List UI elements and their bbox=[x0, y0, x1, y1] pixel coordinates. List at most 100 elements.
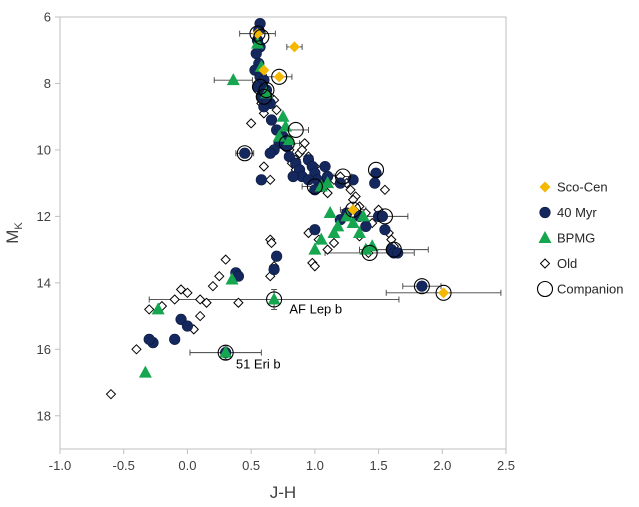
point-40-myr bbox=[181, 320, 194, 332]
point-companion bbox=[217, 344, 234, 361]
y-tick-label: 16 bbox=[37, 342, 51, 357]
point-old bbox=[233, 297, 244, 308]
point-40-myr bbox=[169, 333, 181, 345]
point-bpmg bbox=[138, 365, 152, 378]
point-sco-cen bbox=[347, 204, 359, 216]
point-old bbox=[299, 138, 310, 149]
x-axis-title: J-H bbox=[270, 483, 296, 502]
x-tick-label: 0.0 bbox=[178, 458, 196, 473]
y-axis-title-subscript: K bbox=[13, 222, 25, 230]
x-tick-label: -1.0 bbox=[49, 458, 71, 473]
point-sco-cen bbox=[273, 71, 285, 83]
point-old bbox=[322, 244, 333, 255]
x-axis-ticks: -1.0 -0.5 0.0 0.5 1.0 1.5 2.0 2.5 bbox=[49, 449, 515, 473]
point-old bbox=[169, 294, 180, 305]
point-sco-cen bbox=[438, 287, 450, 299]
y-tick-label: 12 bbox=[37, 209, 51, 224]
y-axis-title: MK bbox=[3, 222, 25, 244]
point-sco-cen bbox=[258, 64, 270, 76]
point-old bbox=[266, 237, 277, 249]
point-40-myr bbox=[239, 147, 251, 159]
point-40-myr bbox=[255, 174, 267, 186]
point-sco-cen bbox=[252, 28, 264, 40]
point-companion bbox=[266, 291, 283, 308]
point-companion bbox=[376, 208, 393, 225]
point-old bbox=[379, 184, 391, 196]
x-tick-label: 2.5 bbox=[497, 458, 515, 473]
legend-marker-bpmg bbox=[538, 231, 552, 243]
point-old bbox=[201, 297, 212, 308]
y-axis-title-main: M bbox=[3, 230, 22, 244]
point-old bbox=[245, 118, 257, 129]
point-bpmg bbox=[346, 216, 360, 229]
annotations: AF Lep b 51 Eri b bbox=[236, 301, 342, 371]
point-companion bbox=[278, 135, 295, 152]
point-40-myr bbox=[302, 174, 315, 186]
point-40-myr bbox=[250, 47, 262, 60]
y-tick-label: 10 bbox=[37, 142, 51, 157]
y-axis-ticks: 6 8 10 12 14 16 18 bbox=[37, 10, 60, 423]
y-tick-label: 18 bbox=[37, 408, 51, 423]
point-companion bbox=[253, 28, 270, 45]
annotation-label: 51 Eri b bbox=[236, 356, 281, 371]
point-bpmg bbox=[282, 132, 296, 145]
point-companion bbox=[236, 145, 253, 162]
point-old bbox=[328, 237, 340, 249]
legend-marker-40-myr bbox=[539, 206, 551, 219]
point-bpmg bbox=[314, 232, 328, 245]
point-40-myr bbox=[392, 247, 404, 259]
data-markers bbox=[105, 18, 452, 400]
point-bpmg bbox=[321, 176, 335, 189]
legend: Sco-Cen 40 Myr BPMG Old Companion bbox=[536, 180, 624, 298]
point-old bbox=[131, 344, 142, 355]
point-40-myr bbox=[319, 160, 331, 173]
legend-marker-sco-cen bbox=[539, 181, 551, 193]
point-old bbox=[105, 388, 117, 400]
point-companion bbox=[413, 278, 430, 295]
point-40-myr bbox=[309, 224, 321, 236]
point-companion bbox=[249, 25, 266, 42]
point-40-myr bbox=[271, 250, 283, 262]
point-companion bbox=[334, 168, 351, 185]
point-old bbox=[143, 304, 155, 315]
x-tick-label: 1.0 bbox=[306, 458, 324, 473]
point-old bbox=[258, 161, 270, 172]
x-tick-label: 2.0 bbox=[433, 458, 451, 473]
y-tick-label: 14 bbox=[37, 275, 51, 290]
point-companion bbox=[258, 82, 275, 99]
point-bpmg bbox=[323, 206, 337, 219]
point-40-myr bbox=[143, 333, 155, 345]
point-40-myr bbox=[287, 170, 299, 183]
x-tick-label: 0.5 bbox=[242, 458, 260, 473]
x-tick-label: -0.5 bbox=[113, 458, 135, 473]
point-bpmg bbox=[327, 226, 341, 238]
point-old bbox=[175, 284, 187, 295]
legend-label-companion: Companion bbox=[557, 282, 624, 297]
point-bpmg bbox=[267, 292, 281, 305]
y-tick-label: 8 bbox=[44, 76, 51, 91]
point-40-myr bbox=[416, 280, 428, 292]
annotation-label: AF Lep b bbox=[289, 301, 342, 316]
legend-label-sco-cen: Sco-Cen bbox=[557, 180, 608, 195]
point-old bbox=[265, 174, 276, 186]
point-companion bbox=[361, 244, 378, 261]
x-tick-label: 1.5 bbox=[370, 458, 388, 473]
point-old bbox=[207, 280, 219, 292]
y-tick-label: 6 bbox=[44, 10, 51, 25]
point-bpmg bbox=[151, 302, 165, 315]
point-companion bbox=[367, 161, 385, 178]
point-old bbox=[309, 261, 321, 272]
point-40-myr bbox=[268, 263, 280, 276]
point-40-myr bbox=[264, 147, 276, 159]
point-40-myr bbox=[369, 177, 381, 189]
point-companion bbox=[345, 201, 362, 218]
point-bpmg bbox=[340, 209, 354, 222]
point-old bbox=[271, 104, 282, 116]
point-bpmg bbox=[219, 345, 233, 358]
plot-area bbox=[59, 16, 507, 450]
point-bpmg bbox=[259, 86, 273, 99]
point-companion bbox=[435, 284, 452, 301]
point-sco-cen bbox=[288, 41, 300, 53]
point-bpmg bbox=[225, 272, 239, 285]
